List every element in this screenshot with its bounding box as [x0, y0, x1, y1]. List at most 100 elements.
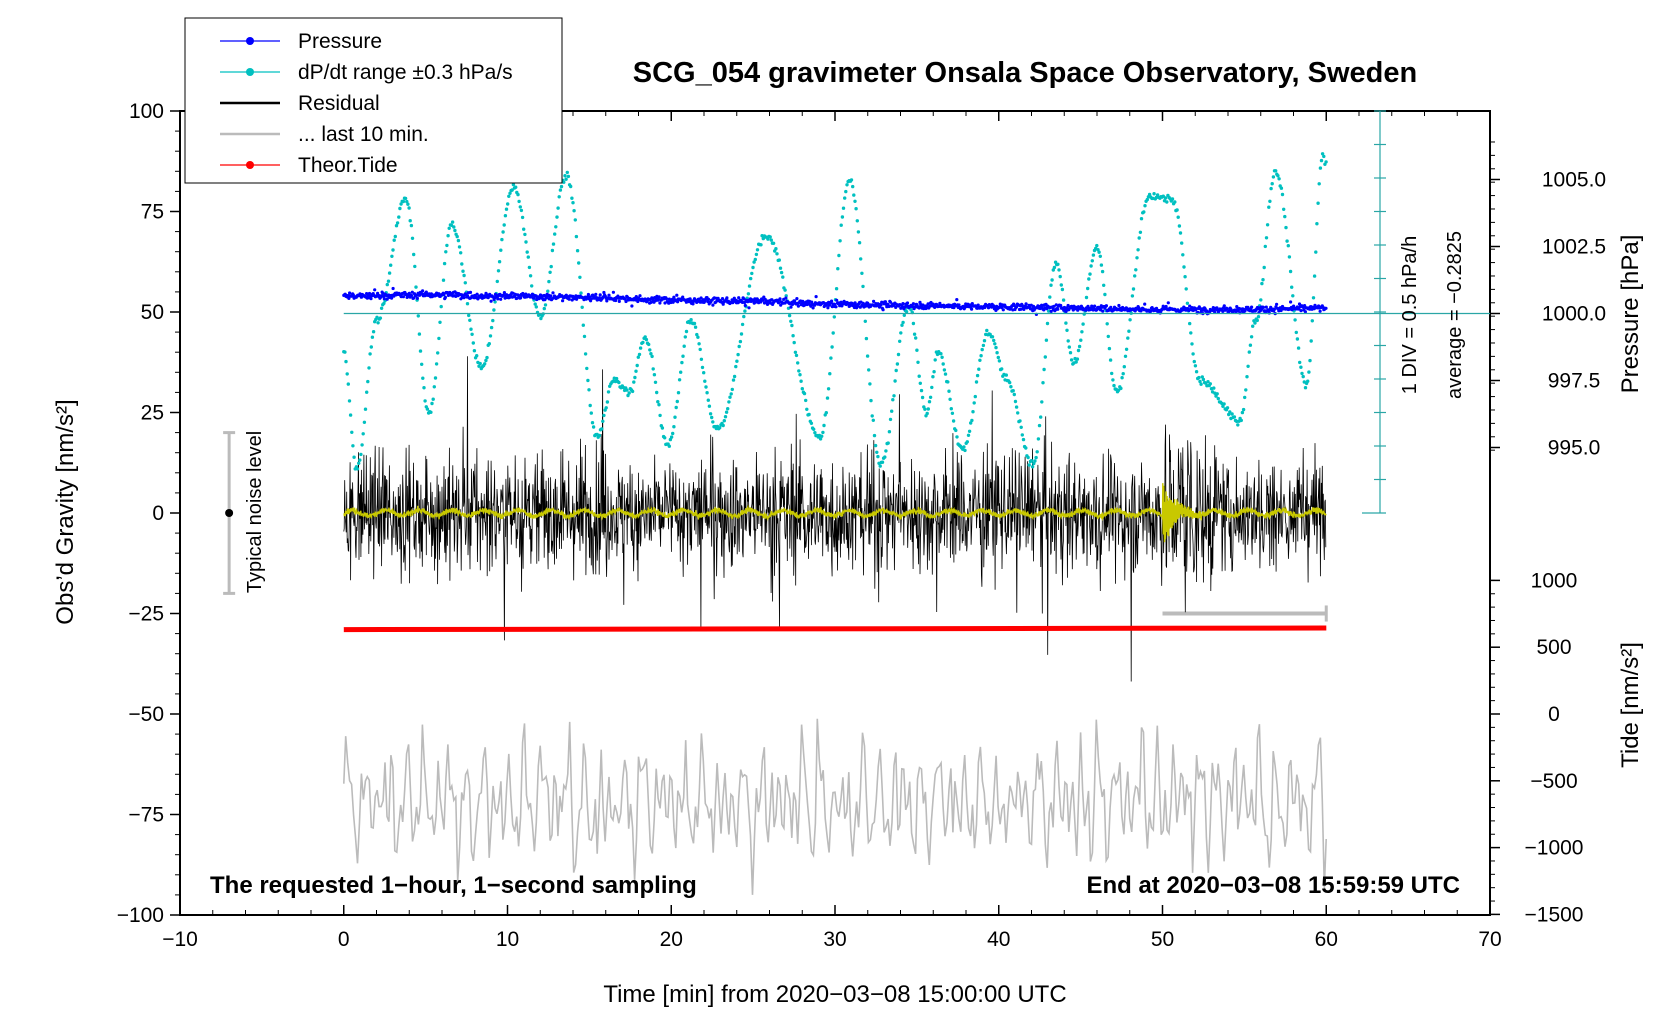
dpdt-point	[1180, 241, 1184, 245]
dpdt-point	[895, 362, 900, 366]
dpdt-point	[869, 398, 873, 403]
dpdt-point	[1175, 208, 1179, 212]
pressure-point	[1303, 310, 1307, 314]
dpdt-point	[966, 433, 971, 437]
dpdt-point	[1047, 309, 1051, 313]
dpdt-point	[927, 400, 932, 404]
dpdt-point	[1299, 365, 1303, 369]
dpdt-point	[563, 174, 567, 178]
dpdt-point	[1105, 322, 1109, 326]
tide-tick-label: 1000	[1531, 569, 1578, 592]
dpdt-point	[1122, 365, 1127, 369]
dpdt-point	[1177, 224, 1182, 228]
dpdt-point	[591, 425, 596, 429]
legend-marker	[246, 68, 254, 76]
dpdt-point	[972, 401, 976, 405]
dpdt-point	[1216, 396, 1221, 401]
dpdt-point	[393, 234, 397, 239]
dpdt-point	[941, 362, 945, 366]
dpdt-point	[604, 406, 608, 410]
dpdt-point	[971, 410, 975, 414]
dpdt-point	[752, 260, 756, 264]
dpdt-point	[672, 425, 676, 429]
dpdt-point	[955, 435, 959, 439]
pressure-reference	[343, 110, 1490, 514]
dpdt-point	[1255, 318, 1260, 323]
dpdt-point	[920, 395, 925, 400]
dpdt-point	[1317, 182, 1321, 186]
dpdt-point	[1256, 315, 1261, 319]
y-tick-label: 100	[129, 100, 164, 123]
pressure-point	[385, 297, 389, 301]
pressure-tick-label: 1005.0	[1542, 169, 1606, 192]
dpdt-point	[1260, 281, 1264, 286]
dpdt-point	[429, 410, 433, 414]
dpdt-point	[1143, 204, 1147, 208]
dpdt-point	[962, 445, 966, 449]
pressure-point	[1020, 304, 1024, 308]
dpdt-point	[506, 202, 510, 206]
pressure-point	[496, 297, 500, 301]
dpdt-point	[954, 428, 958, 433]
dpdt-point	[702, 371, 706, 375]
dpdt-point	[831, 331, 835, 335]
dpdt-point	[1097, 250, 1101, 254]
legend-label: Theor.Tide	[298, 154, 398, 177]
dpdt-point	[1184, 287, 1188, 291]
dpdt-point	[793, 350, 798, 354]
pressure-point	[1164, 304, 1168, 309]
dpdt-point	[475, 354, 479, 358]
dpdt-point	[812, 427, 816, 431]
pressure-point	[699, 296, 703, 300]
dpdt-point	[581, 323, 585, 327]
dpdt-point	[1099, 263, 1104, 267]
dpdt-point	[1276, 174, 1280, 178]
dpdt-point	[1296, 346, 1301, 350]
dpdt-point	[1066, 339, 1070, 343]
dpdt-point	[575, 249, 580, 253]
dpdt-point	[1312, 274, 1317, 278]
dpdt-point	[652, 373, 657, 377]
dpdt-point	[414, 285, 418, 289]
dpdt-point	[774, 247, 778, 251]
dpdt-point	[1090, 259, 1095, 263]
dpdt-point	[1130, 294, 1135, 298]
legend-box	[184, 17, 563, 184]
dpdt-point	[728, 395, 732, 399]
dpdt-point	[904, 310, 909, 314]
dpdt-point	[679, 370, 683, 374]
pressure-point	[657, 295, 661, 299]
dpdt-point	[1112, 383, 1116, 388]
dpdt-point	[822, 423, 826, 428]
dpdt-point	[689, 318, 693, 322]
dpdt-point	[430, 401, 434, 406]
dpdt-point	[864, 336, 869, 341]
x-tick-label: 70	[1478, 928, 1501, 951]
dpdt-point	[570, 196, 574, 200]
dpdt-point	[1147, 192, 1152, 197]
dpdt-point	[410, 236, 415, 240]
pressure-point	[1084, 308, 1088, 312]
dpdt-point	[1116, 388, 1121, 392]
dpdt-point	[947, 389, 951, 393]
dpdt-point	[369, 345, 373, 349]
dpdt-point	[1284, 225, 1288, 230]
dpdt-point	[472, 349, 477, 353]
dpdt-point	[1227, 412, 1231, 417]
dpdt-point	[465, 302, 470, 306]
chart-title: SCG_054 gravimeter Onsala Space Observat…	[633, 57, 1417, 89]
dpdt-point	[1108, 358, 1113, 362]
dpdt-point	[405, 199, 409, 204]
dpdt-point	[1058, 274, 1062, 279]
pressure-point	[955, 298, 959, 302]
dpdt-point	[829, 356, 833, 360]
dpdt-point	[1119, 386, 1123, 391]
dpdt-point	[683, 335, 687, 339]
pressure-point	[1261, 305, 1265, 309]
dpdt-point	[729, 392, 733, 396]
dpdt-point	[416, 314, 420, 318]
dpdt-point	[970, 418, 974, 423]
dpdt-point	[893, 379, 897, 383]
dpdt-point	[826, 387, 831, 391]
dpdt-point	[800, 387, 804, 391]
